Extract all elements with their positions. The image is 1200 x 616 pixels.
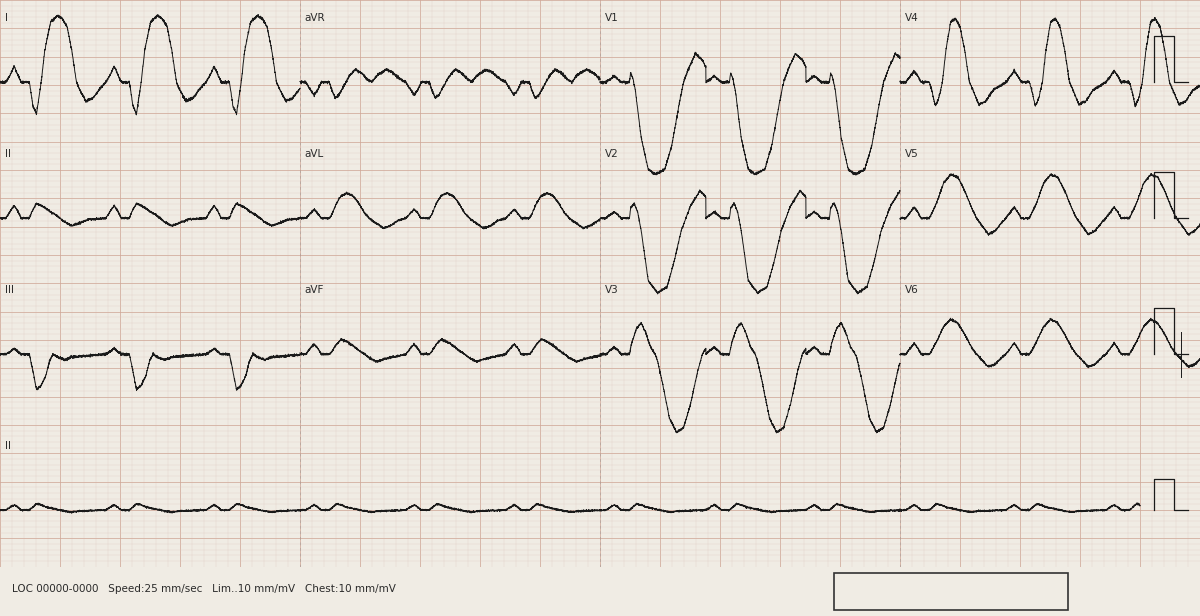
Text: aVL: aVL — [305, 150, 324, 160]
Text: II: II — [5, 441, 11, 452]
Text: V3: V3 — [605, 285, 618, 296]
Text: aVR: aVR — [305, 14, 325, 23]
Text: V2: V2 — [605, 150, 618, 160]
Text: III: III — [5, 285, 14, 296]
Text: II: II — [5, 150, 11, 160]
Text: V5: V5 — [905, 150, 918, 160]
Text: I: I — [5, 14, 8, 23]
Text: LOC 00000-0000   Speed:25 mm/sec   Lim..10 mm/mV   Chest:10 mm/mV: LOC 00000-0000 Speed:25 mm/sec Lim..10 m… — [12, 584, 396, 594]
Text: V6: V6 — [905, 285, 918, 296]
Text: V4: V4 — [905, 14, 918, 23]
Bar — [834, 573, 1068, 610]
Text: V1: V1 — [605, 14, 618, 23]
Text: F 50λ 0.5-150 Hz W   HP708   00156: F 50λ 0.5-150 Hz W HP708 00156 — [840, 584, 1020, 594]
Text: aVF: aVF — [305, 285, 324, 296]
